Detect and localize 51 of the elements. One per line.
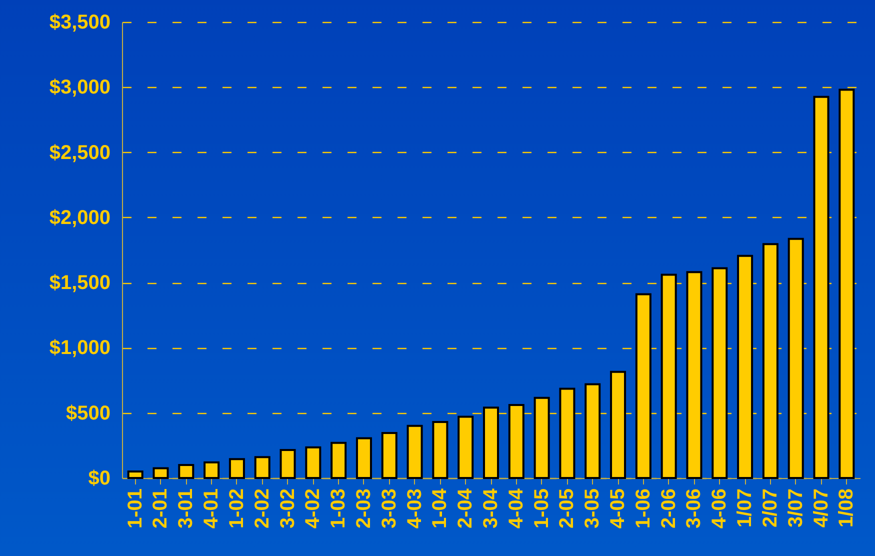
x-tick-label: 4-02 (302, 488, 324, 529)
x-tick-label: 4/07 (810, 488, 832, 528)
y-tick-label: $3,500 (49, 12, 110, 34)
x-tick-label: 1/08 (836, 488, 858, 528)
x-tick-label: 3-01 (175, 488, 198, 529)
y-tick-label: $1,500 (49, 272, 110, 294)
bar (356, 437, 372, 479)
y-tick-label: $500 (66, 402, 110, 424)
x-tick-label: 1-03 (328, 488, 350, 529)
bar (458, 416, 474, 479)
bar (152, 467, 169, 479)
x-tick-label: 4-01 (200, 488, 223, 529)
y-tick-label: $1,000 (49, 337, 110, 360)
bar (305, 446, 322, 479)
x-tick-label: 1-04 (429, 488, 452, 529)
bar (178, 464, 194, 479)
bar (432, 420, 448, 479)
bar (330, 442, 347, 479)
y-tick-label: $0 (88, 468, 110, 490)
x-tick-label: 2-05 (556, 488, 578, 529)
x-tick-label: 2-02 (251, 488, 274, 529)
x-tick-label: 2-04 (454, 488, 477, 529)
x-tick-label: 3-03 (378, 488, 400, 529)
x-tick-label: 3-05 (582, 488, 604, 529)
x-tick-label: 1-01 (124, 488, 146, 529)
bar (254, 456, 270, 479)
x-tick-label: 1-06 (632, 488, 654, 529)
x-tick-label: 2-06 (658, 488, 680, 529)
bar (127, 470, 144, 479)
bar (381, 432, 398, 479)
bar (406, 424, 423, 479)
x-tick-label: 1-02 (226, 488, 248, 529)
x-tick-label: 4-04 (505, 488, 528, 529)
x-tick-label: 2/07 (759, 488, 782, 528)
x-tick-label: 2-03 (352, 488, 375, 529)
x-tick-label: 4-06 (708, 488, 731, 529)
x-tick-label: 3-06 (683, 488, 706, 529)
x-tick-label: 4-03 (404, 488, 426, 529)
y-tick-label: $2,000 (49, 206, 110, 229)
y-tick-label: $3,000 (49, 76, 110, 99)
y-tick-label: $2,500 (49, 142, 110, 164)
x-tick-label: 2-01 (150, 488, 172, 529)
x-tick-label: 3/07 (784, 488, 807, 528)
x-tick-label: 1/07 (734, 488, 756, 528)
x-tick-label: 3-02 (276, 488, 299, 529)
x-tick-label: 1-05 (530, 488, 553, 529)
bar (228, 458, 245, 479)
x-tick-label: 3-04 (480, 488, 502, 529)
bar (280, 448, 296, 479)
x-tick-label: 4-05 (607, 488, 630, 529)
bar (204, 461, 220, 479)
